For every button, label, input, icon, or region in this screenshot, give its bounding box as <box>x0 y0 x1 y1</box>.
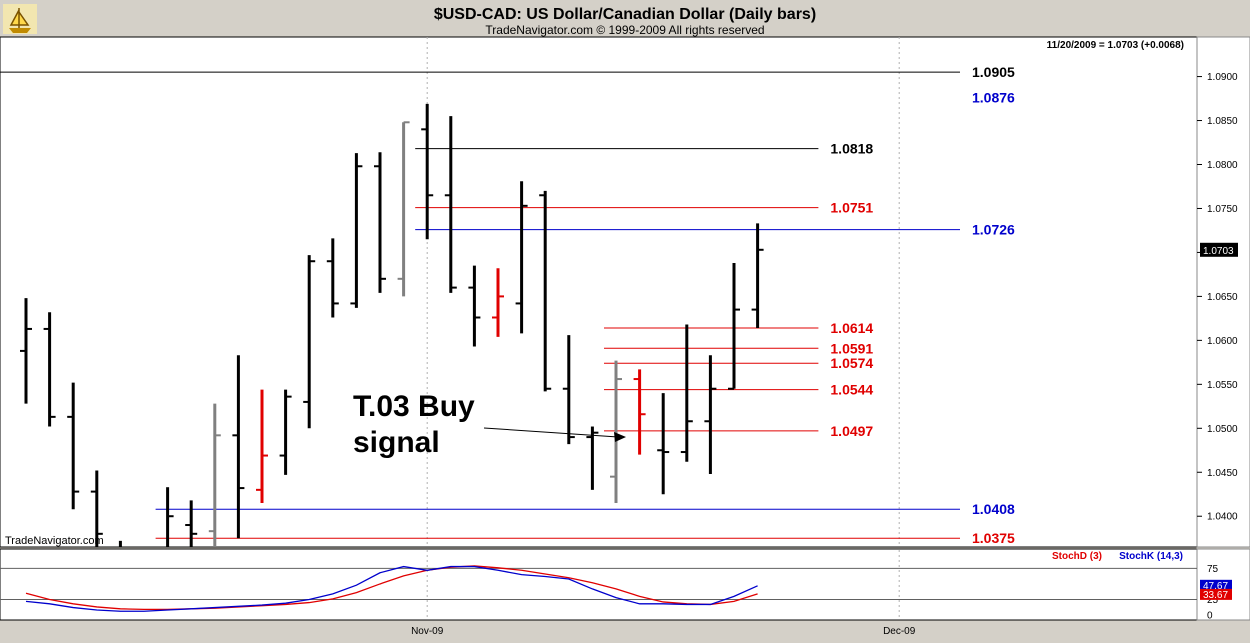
last-quote-readout: 11/20/2009 = 1.0703 (+0.0068) <box>1047 40 1184 51</box>
ohlc-bar <box>680 324 693 462</box>
y-tick-label: 1.0800 <box>1207 160 1238 171</box>
ohlc-bar <box>232 355 245 539</box>
x-tick-label: Nov-09 <box>411 626 444 637</box>
ohlc-bar <box>515 181 528 334</box>
date-axis: Nov-09 Dec-09 <box>411 626 916 637</box>
level-label-1.0726: 1.0726 <box>972 222 1015 238</box>
ohlc-bar <box>751 223 764 329</box>
level-label-1.0614: 1.0614 <box>830 320 873 336</box>
ohlc-bar <box>397 121 410 297</box>
legend-stoch-d: StochD (3) <box>1052 551 1102 562</box>
level-label-1.0818: 1.0818 <box>830 141 873 157</box>
annotation-arrowhead <box>614 432 626 442</box>
level-label-1.0905: 1.0905 <box>972 64 1015 80</box>
ohlc-bar <box>208 403 221 547</box>
stoch-d-line <box>25 565 758 611</box>
ohlc-bar <box>610 360 622 504</box>
ohlc-bar <box>326 238 339 318</box>
chart-title: $USD-CAD: US Dollar/Canadian Dollar (Dai… <box>434 6 816 23</box>
y-tick-label: 1.0650 <box>1207 292 1238 303</box>
ohlc-bar <box>256 389 268 504</box>
y-tick-label: 1.0550 <box>1207 380 1238 391</box>
level-label-1.0497: 1.0497 <box>830 423 873 439</box>
buy-signal-annotation: T.03 Buy signal <box>353 390 626 459</box>
ohlc-bar <box>492 268 504 337</box>
legend-stoch-k: StochK (14,3) <box>1119 551 1183 562</box>
y-tick-label: 1.0400 <box>1207 512 1238 523</box>
ohlc-bar <box>728 262 740 390</box>
ohlc-bar <box>20 298 32 404</box>
stoch-d-value: 33.67 <box>1203 590 1228 601</box>
level-label-1.0375: 1.0375 <box>972 530 1015 546</box>
annotation-arrow <box>483 427 619 438</box>
y-tick-label: 1.0900 <box>1207 72 1238 83</box>
stoch-tick-label: 75 <box>1207 564 1219 575</box>
level-label-1.0876: 1.0876 <box>972 90 1015 106</box>
y-tick-label: 1.0750 <box>1207 204 1238 215</box>
ohlc-bar <box>539 190 552 392</box>
level-label-1.0544: 1.0544 <box>830 382 873 398</box>
ohlc-bar <box>657 393 670 495</box>
ohlc-bar <box>562 335 575 445</box>
ohlc-bar <box>67 382 80 510</box>
y-tick-label: 1.0850 <box>1207 116 1238 127</box>
current-price-badge <box>1200 242 1238 257</box>
ohlc-bar <box>374 152 386 293</box>
y-tick-label: 1.0450 <box>1207 468 1238 479</box>
stoch-tick-label: 0 <box>1207 611 1213 622</box>
ohlc-bar <box>166 487 174 547</box>
ohlc-bar <box>704 355 717 475</box>
level-label-1.0574: 1.0574 <box>830 355 873 371</box>
x-tick-label: Dec-09 <box>883 626 916 637</box>
level-label-1.0751: 1.0751 <box>830 200 873 216</box>
level-label-1.0591: 1.0591 <box>830 340 873 356</box>
stoch-k-line <box>25 565 758 612</box>
y-tick-label: 1.0600 <box>1207 336 1238 347</box>
logo <box>3 4 37 34</box>
ohlc-bar <box>43 312 56 427</box>
level-label-1.0408: 1.0408 <box>972 501 1015 517</box>
annotation-line-1: T.03 Buy <box>353 390 475 423</box>
annotation-line-2: signal <box>353 426 440 459</box>
ohlc-bar <box>185 500 198 547</box>
stoch-k-value: 47.67 <box>1203 581 1228 592</box>
copyright-subtitle: TradeNavigator.com © 1999-2009 All right… <box>485 23 764 37</box>
y-tick-label: 1.0500 <box>1207 424 1238 435</box>
watermark: TradeNavigator.com <box>5 535 104 547</box>
ohlc-bar <box>586 426 599 490</box>
stoch-tick-label: 25 <box>1207 595 1219 606</box>
ohlc-bar <box>279 389 292 475</box>
support-resistance-levels: 1.09051.08181.07511.07261.06141.05911.05… <box>0 64 1015 546</box>
ohlc-bar <box>303 255 316 429</box>
price-plot-area <box>0 36 1198 548</box>
ohlc-bar <box>90 470 103 547</box>
ohlc-bar <box>350 153 363 308</box>
ohlc-bar <box>444 116 457 293</box>
stoch-k-badge <box>1200 579 1232 591</box>
price-axis: 1.09001.08501.08001.07501.07001.06501.06… <box>1197 72 1238 523</box>
ohlc-bar <box>421 103 434 240</box>
ohlc-bar <box>633 369 646 455</box>
ohlc-bar <box>468 265 481 347</box>
ohlc-bars <box>20 103 764 547</box>
stoch-d-badge <box>1200 588 1232 600</box>
current-price-label: 1.0703 <box>1203 246 1234 257</box>
price-axis-panel <box>1196 36 1250 548</box>
